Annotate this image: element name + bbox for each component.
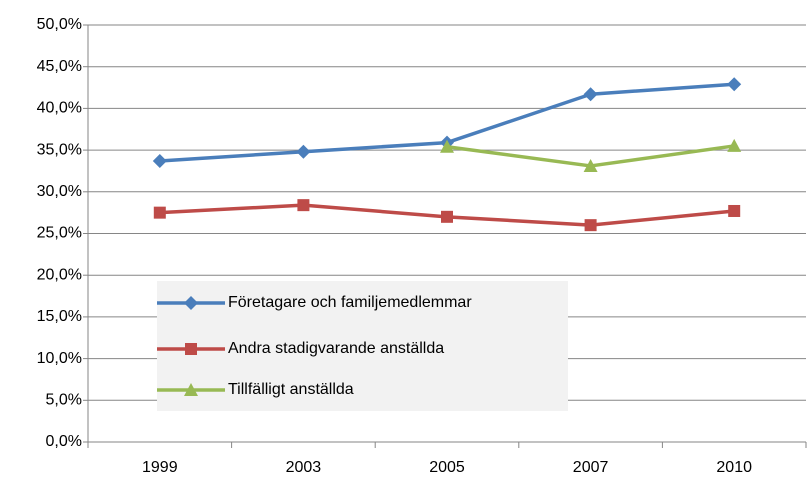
y-tick-label: 5,0% (46, 392, 82, 409)
x-tick-label: 1999 (142, 459, 178, 476)
legend-label: Tillfälligt anställda (228, 381, 354, 398)
marker (441, 210, 453, 223)
y-tick-label: 50,0% (37, 16, 82, 33)
y-tick-label: 20,0% (37, 266, 82, 283)
y-tick-label: 45,0% (37, 58, 82, 75)
y-tick-label: 10,0% (37, 350, 82, 367)
x-tick-label: 2007 (573, 459, 609, 476)
marker (297, 199, 310, 212)
legend-label: Andra stadigvarande anställda (228, 340, 444, 357)
x-tick-label: 2003 (286, 459, 322, 476)
marker (440, 139, 454, 153)
marker (184, 383, 198, 396)
marker (727, 138, 742, 152)
marker (584, 219, 597, 232)
x-tick-label: 2010 (716, 459, 752, 476)
y-tick-label: 25,0% (37, 225, 82, 242)
marker (152, 153, 167, 168)
legend-label: Företagare och familjemedlemmar (228, 294, 472, 311)
marker (296, 144, 311, 159)
marker (185, 343, 197, 355)
legend-box (157, 281, 568, 411)
marker (583, 158, 598, 172)
y-tick-label: 15,0% (37, 308, 82, 325)
marker (583, 87, 598, 102)
x-tick-label: 2005 (429, 459, 465, 476)
marker (153, 206, 166, 219)
y-tick-label: 0,0% (46, 433, 82, 450)
y-tick-label: 40,0% (37, 100, 82, 117)
y-tick-label: 30,0% (37, 183, 82, 200)
marker (727, 77, 742, 92)
marker (728, 204, 741, 217)
y-tick-label: 35,0% (37, 141, 82, 158)
marker (184, 296, 198, 310)
